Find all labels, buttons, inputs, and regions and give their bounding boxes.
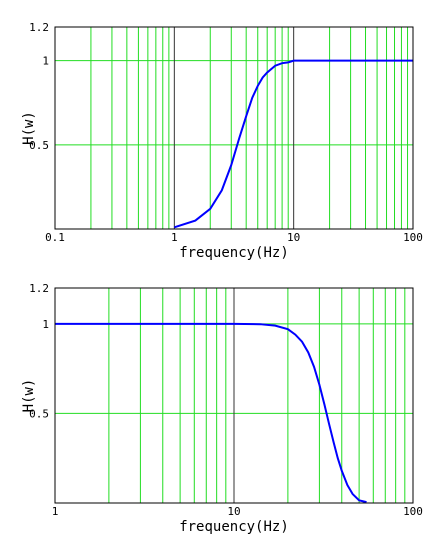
y-axis-label: H(w) (21, 111, 37, 145)
x-tick-label: 10 (227, 505, 240, 518)
chart-2: 1 10 100 0.5 1 1.2 frequency(Hz) H(w) (21, 282, 423, 535)
x-tick-label: 1 (171, 231, 178, 244)
x-tick-label: 10 (287, 231, 300, 244)
plot-frame (54, 26, 414, 230)
y-tick-label: 1.2 (29, 282, 49, 295)
plot-frame (54, 287, 414, 504)
x-axis-label: frequency(Hz) (179, 245, 289, 261)
series-line-1 (174, 59, 413, 229)
x-tick-label: 1 (52, 505, 59, 518)
x-axis-label: frequency(Hz) (179, 519, 289, 535)
y-tick-label: 0.5 (29, 407, 49, 420)
chart-1: 0.1 1 10 100 0.5 1 1.2 frequency(Hz) H(w) (21, 21, 423, 261)
series-line-1 (55, 322, 367, 504)
x-tick-label: 100 (403, 231, 423, 244)
x-tick-label: 0.1 (45, 231, 65, 244)
y-tick-label: 1 (42, 318, 49, 331)
x-tick-label: 100 (403, 505, 423, 518)
y-tick-label: 0.5 (29, 139, 49, 152)
y-tick-label: 1.2 (29, 21, 49, 34)
y-tick-label: 1 (42, 55, 49, 68)
y-axis-label: H(w) (21, 379, 37, 413)
